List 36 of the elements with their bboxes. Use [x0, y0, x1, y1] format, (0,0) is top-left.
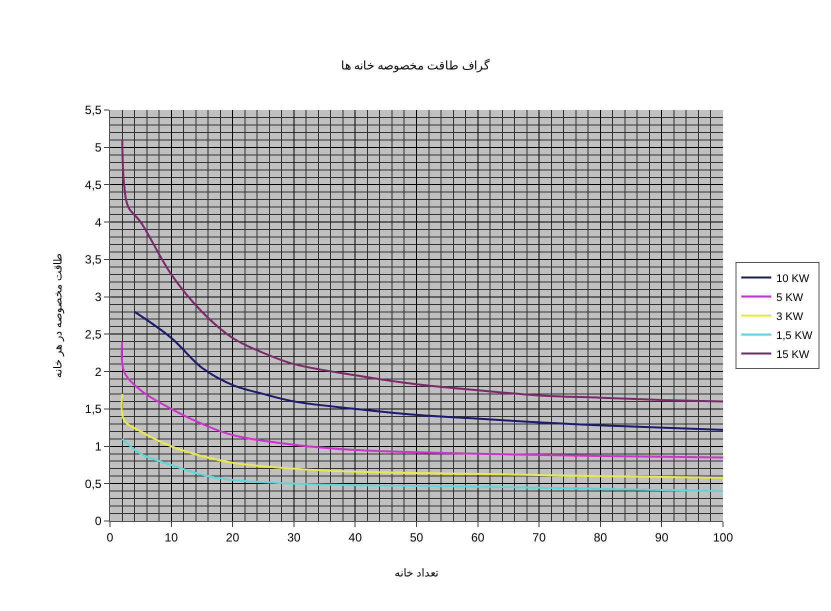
- y-tick-label: 5,5: [84, 103, 102, 118]
- x-axis-title: تعداد خانه: [394, 568, 439, 580]
- y-tick-label: 2,5: [84, 327, 102, 342]
- x-tick-label: 100: [712, 530, 734, 544]
- x-tick-label: 90: [655, 530, 669, 544]
- y-axis-title: طاقت مخصوصه در هر خانه: [52, 252, 65, 378]
- line-series: [120, 392, 723, 479]
- x-tick-label: 0: [106, 530, 114, 544]
- y-tick-label: 2: [94, 364, 102, 379]
- legend-label: 10 KW: [776, 272, 810, 285]
- x-tick-label: 30: [287, 530, 301, 544]
- y-tick-label: 1: [94, 439, 102, 454]
- x-tick-label: 50: [410, 530, 424, 544]
- legend-label: 3 KW: [776, 310, 804, 323]
- chart-title: گراف طاقت مخصوصه خانه ها: [340, 58, 490, 72]
- y-tick-label: 4: [94, 215, 102, 230]
- y-tick-label: 0,5: [84, 476, 102, 491]
- y-tick-label: 3,5: [84, 252, 102, 267]
- line-series: [134, 310, 723, 431]
- line-series: [121, 438, 723, 492]
- line-series: [120, 340, 723, 458]
- y-tick-label: 3: [94, 290, 102, 304]
- x-tick-label: 60: [471, 530, 485, 544]
- legend-label: 15 KW: [776, 348, 810, 361]
- legend-label: 1,5 KW: [776, 330, 813, 342]
- y-tick-label: 5: [94, 140, 102, 155]
- x-tick-label: 40: [348, 530, 362, 544]
- y-tick-label: 4,5: [84, 178, 102, 192]
- legend-label: 5 KW: [776, 292, 804, 304]
- y-tick-label: 0: [94, 514, 102, 528]
- x-tick-label: 10: [164, 530, 178, 544]
- x-tick-label: 80: [594, 530, 608, 544]
- x-tick-label: 20: [226, 530, 240, 544]
- x-tick-label: 70: [532, 530, 546, 544]
- line-series: [121, 138, 723, 402]
- y-tick-label: 1,5: [84, 402, 102, 416]
